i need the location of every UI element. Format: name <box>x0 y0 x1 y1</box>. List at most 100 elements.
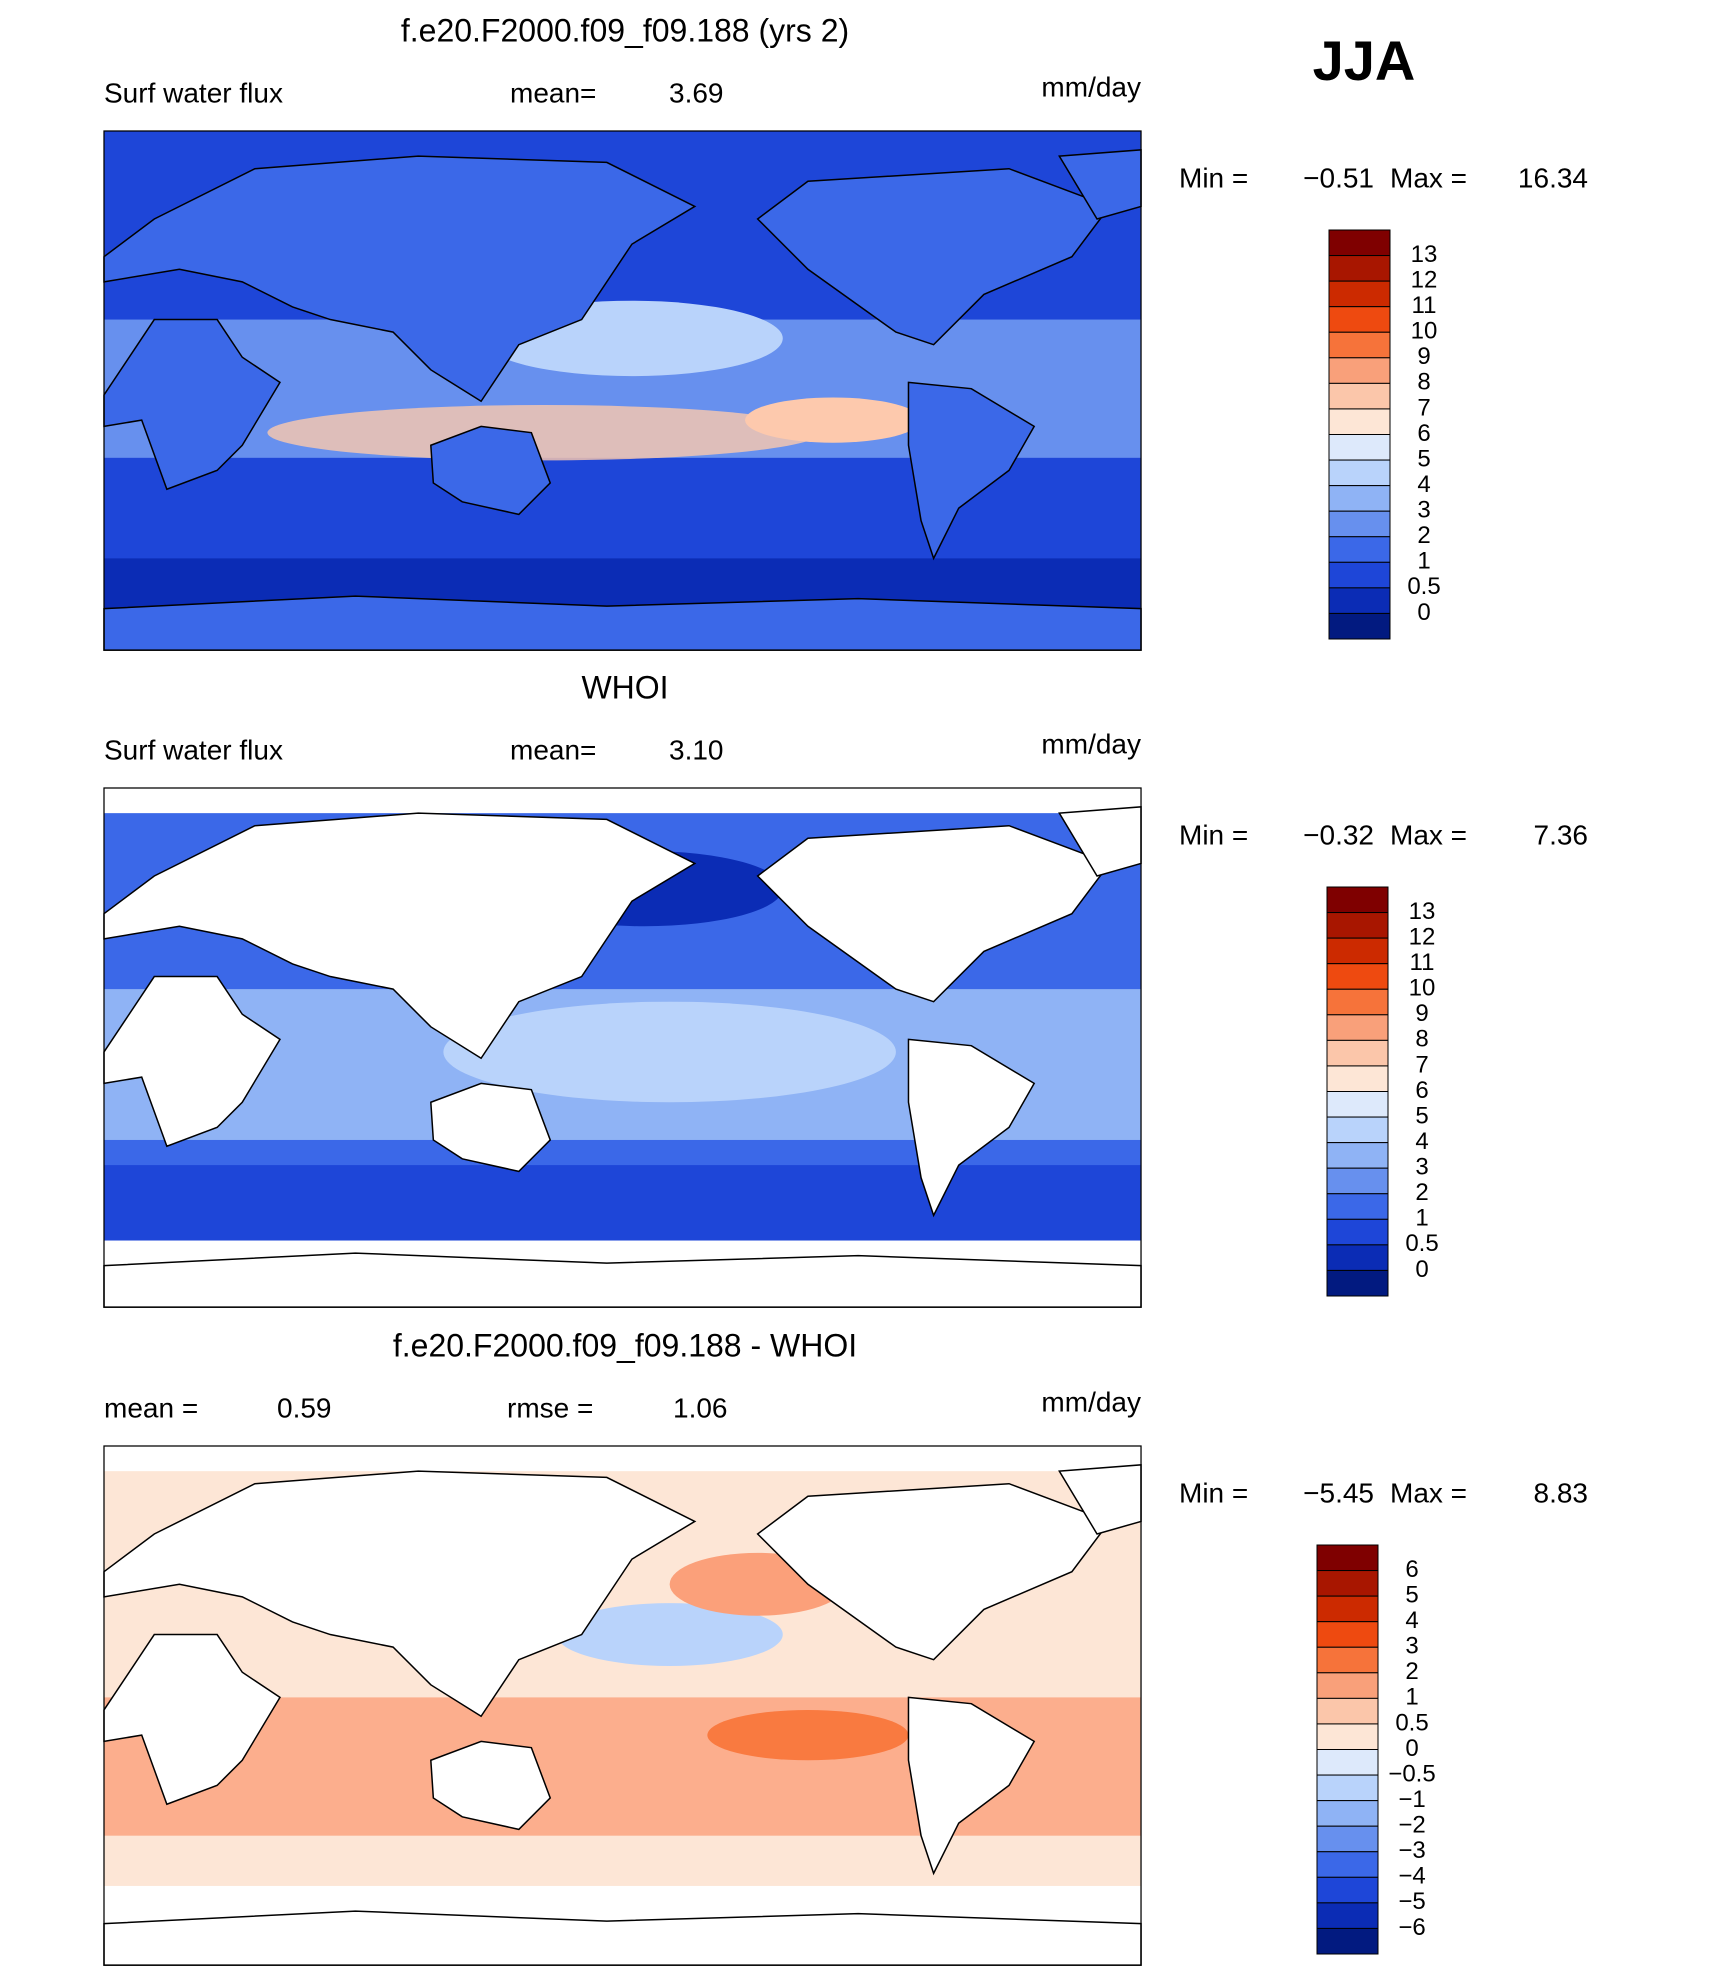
colorbar-box <box>1328 561 1391 589</box>
colorbar-box <box>1328 510 1391 538</box>
stat-label: mean = <box>104 1392 198 1423</box>
colorbar-label: 3 <box>1415 1154 1428 1181</box>
max-label: Max = <box>1390 162 1467 193</box>
min-value: −5.45 <box>1303 1477 1374 1508</box>
colorbar-label: 0 <box>1405 1735 1418 1762</box>
colorbar-label: 2 <box>1405 1658 1418 1685</box>
stat-value: 1.06 <box>673 1392 728 1423</box>
colorbar-label: 4 <box>1405 1607 1418 1634</box>
max-label: Max = <box>1390 1477 1467 1508</box>
colorbar-box <box>1316 1825 1379 1853</box>
colorbar-label: 4 <box>1415 1128 1428 1155</box>
panel-title: f.e20.F2000.f09_f09.188 - WHOI <box>393 1327 857 1363</box>
max-value: 7.36 <box>1534 819 1589 850</box>
colorbar-box <box>1316 1697 1379 1725</box>
colorbar-label: 7 <box>1417 394 1430 421</box>
stat-value: 0.59 <box>277 1392 332 1423</box>
colorbar-box <box>1326 1269 1389 1297</box>
colorbar-label: 10 <box>1409 975 1436 1002</box>
colorbar-box <box>1316 1646 1379 1674</box>
colorbar-box <box>1328 255 1391 282</box>
colorbar-box <box>1326 1091 1389 1118</box>
stat-label: Surf water flux <box>104 734 283 765</box>
map <box>103 787 1142 1308</box>
min-value: −0.32 <box>1303 819 1374 850</box>
colorbar-box <box>1328 408 1391 435</box>
colorbar-label: 12 <box>1409 923 1436 950</box>
colorbar-label: 11 <box>1410 949 1435 976</box>
colorbar-label: 6 <box>1405 1556 1418 1583</box>
colorbar-label: 0 <box>1415 1256 1428 1283</box>
colorbar-label: −2 <box>1398 1812 1425 1839</box>
colorbar-box <box>1326 1065 1389 1092</box>
colorbar-box <box>1316 1774 1379 1802</box>
min-label: Min = <box>1179 1477 1248 1508</box>
colorbar-box <box>1326 1244 1389 1271</box>
colorbar-label: 5 <box>1417 445 1430 472</box>
stat-label: mean= <box>510 77 596 108</box>
colorbar-label: 10 <box>1411 318 1438 345</box>
colorbar-box <box>1328 536 1391 563</box>
colorbar-label: 0 <box>1417 599 1430 626</box>
colorbar-box <box>1326 963 1389 990</box>
colorbar-box <box>1316 1749 1379 1776</box>
min-label: Min = <box>1179 819 1248 850</box>
min-label: Min = <box>1179 162 1248 193</box>
colorbar-label: 4 <box>1417 471 1430 498</box>
colorbar-box <box>1328 229 1391 257</box>
colorbar-box <box>1316 1876 1379 1904</box>
stat-value: 3.69 <box>669 77 724 108</box>
colorbar-label: 13 <box>1409 898 1436 925</box>
colorbar-label: 8 <box>1417 369 1430 396</box>
stat-label: rmse = <box>507 1392 593 1423</box>
colorbar-box <box>1326 1167 1389 1195</box>
colorbar-box <box>1328 485 1391 512</box>
colorbar-box <box>1326 1039 1389 1067</box>
panel-title: WHOI <box>581 669 668 705</box>
colorbar-label: 7 <box>1415 1051 1428 1078</box>
colorbar-label: −6 <box>1398 1914 1425 1941</box>
stat-label: mean= <box>510 734 596 765</box>
colorbar-label: −4 <box>1398 1863 1425 1890</box>
colorbar-box <box>1316 1800 1379 1827</box>
season-label: JJA <box>1313 29 1416 92</box>
colorbar-box <box>1316 1570 1379 1597</box>
colorbar-box <box>1326 937 1389 965</box>
max-value: 8.83 <box>1534 1477 1589 1508</box>
colorbar-box <box>1326 1116 1389 1144</box>
colorbar-label: 12 <box>1411 266 1438 293</box>
colorbar-box <box>1326 1142 1389 1169</box>
colorbar-box <box>1326 886 1389 914</box>
map <box>103 1445 1142 1966</box>
colorbar-box <box>1328 459 1391 487</box>
colorbar-label: 6 <box>1417 420 1430 447</box>
panel-title: f.e20.F2000.f09_f09.188 (yrs 2) <box>401 12 849 48</box>
colorbar-label: 3 <box>1417 497 1430 524</box>
min-value: −0.51 <box>1303 162 1374 193</box>
colorbar-box <box>1328 306 1391 333</box>
colorbar-box <box>1326 1193 1389 1220</box>
colorbar-label: 9 <box>1415 1000 1428 1027</box>
colorbar-label: −3 <box>1398 1837 1425 1864</box>
colorbar-box <box>1328 587 1391 614</box>
colorbar-label: 3 <box>1405 1633 1418 1660</box>
colorbar-label: 5 <box>1415 1102 1428 1129</box>
colorbar-label: 5 <box>1405 1581 1418 1608</box>
colorbar-box <box>1326 988 1389 1016</box>
colorbar-box <box>1316 1595 1379 1623</box>
colorbar-box <box>1316 1902 1379 1929</box>
colorbar-label: 1 <box>1417 548 1430 575</box>
colorbar-label: 2 <box>1417 522 1430 549</box>
colorbar-label: −1 <box>1398 1786 1425 1813</box>
colorbar-box <box>1316 1544 1379 1572</box>
max-label: Max = <box>1390 819 1467 850</box>
colorbar-box <box>1328 331 1391 359</box>
colorbar-box <box>1326 1014 1389 1041</box>
colorbar-label: −0.5 <box>1388 1760 1435 1787</box>
colorbar-box <box>1316 1927 1379 1955</box>
stat-value: 3.10 <box>669 734 724 765</box>
units: mm/day <box>1041 1386 1141 1417</box>
colorbar-box <box>1316 1621 1379 1648</box>
colorbar-label: −5 <box>1398 1888 1425 1915</box>
colorbar-label: 13 <box>1411 241 1438 268</box>
